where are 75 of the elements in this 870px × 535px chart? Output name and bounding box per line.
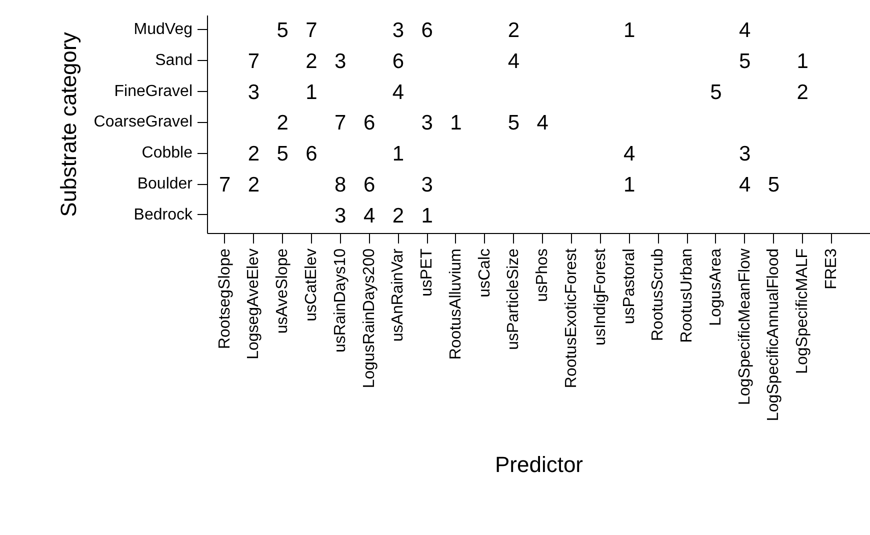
data-label: 7 [306,18,318,42]
data-label: 1 [306,80,318,104]
data-label: 4 [738,18,751,42]
y-axis-title: Substrate category [56,32,81,217]
data-label: 3 [421,174,433,197]
data-label: 5 [710,80,722,104]
data-label: 2 [276,112,288,135]
data-label: 1 [421,204,433,228]
data-label: 2 [796,80,808,104]
y-tick-label: Sand [155,52,193,69]
data-label: 3 [248,80,260,104]
x-tick-label: usCalc [476,248,494,298]
data-label: 7 [248,50,260,73]
y-tick-label: Boulder [137,176,194,193]
data-label: 5 [738,50,751,73]
x-tick-label: RootusScrub [650,248,667,341]
data-label: 4 [536,112,549,135]
x-tick-label: usPhos [534,248,552,302]
x-tick-label: usParticleSize [505,248,522,350]
y-tick-label: CoarseGravel [94,114,192,131]
data-label: 2 [248,174,260,197]
data-label: 8 [334,174,346,197]
data-label: 6 [421,18,433,42]
data-label: 3 [421,112,433,135]
x-tick-label: usAveSlope [274,248,292,334]
y-tick-label: MudVeg [134,20,193,38]
x-tick-label: LogsegAveElev [245,248,262,360]
data-label: 6 [363,174,376,197]
x-tick-label: LogusArea [707,248,724,326]
data-label: 4 [508,50,520,73]
data-label: 3 [738,142,751,166]
x-tick-label: LogSpecificMeanFlow [736,248,754,406]
data-label: 1 [796,50,808,73]
data-label: 6 [363,112,376,135]
data-label: 7 [334,112,346,135]
data-label: 6 [306,142,318,166]
data-label: 2 [248,142,260,166]
x-tick-label: LogusRainDays200 [360,248,378,388]
data-label: 1 [392,142,404,166]
x-tick-label: FRE3 [823,248,840,290]
y-tick-label: FineGravel [114,82,192,100]
data-label: 1 [450,112,462,135]
data-label: 5 [768,174,780,197]
data-label: 1 [623,174,636,197]
data-label: 3 [392,18,404,42]
data-label: 3 [334,204,346,228]
data-label: 5 [508,112,520,135]
data-label: 6 [392,50,404,73]
data-label: 2 [392,204,404,228]
x-axis-title: Predictor [494,452,584,478]
x-tick-label: usCatElev [303,248,320,322]
x-tick-label: RootusAlluvium [447,248,464,360]
data-label: 4 [738,174,751,197]
data-label: 4 [392,80,404,104]
y-tick-label: Bedrock [134,206,194,224]
data-label: 5 [276,142,288,166]
x-tick-label: LogSpecificAnnualFlood [765,248,782,422]
x-tick-label: LogSpecificMALF [794,248,812,374]
data-label: 4 [623,142,636,166]
x-tick-label: RootusUrban [678,248,696,343]
data-label: 1 [623,18,636,42]
x-tick-label: usRainDays10 [332,248,349,353]
x-tick-label: usPET [418,248,436,297]
data-label: 3 [334,50,346,73]
data-label: 2 [508,18,520,42]
x-tick-label: RootsegSlope [216,248,234,350]
data-label: 5 [276,18,288,42]
x-tick-label: RootusExoticForest [563,248,580,388]
data-label: 4 [363,204,376,228]
data-label: 7 [218,174,231,197]
x-tick-label: usAnRainVar [390,248,407,342]
y-tick-label: Cobble [142,144,193,162]
x-tick-label: usIndigForest [592,248,609,346]
data-label: 2 [306,50,318,73]
x-tick-label: usPastoral [620,248,638,324]
